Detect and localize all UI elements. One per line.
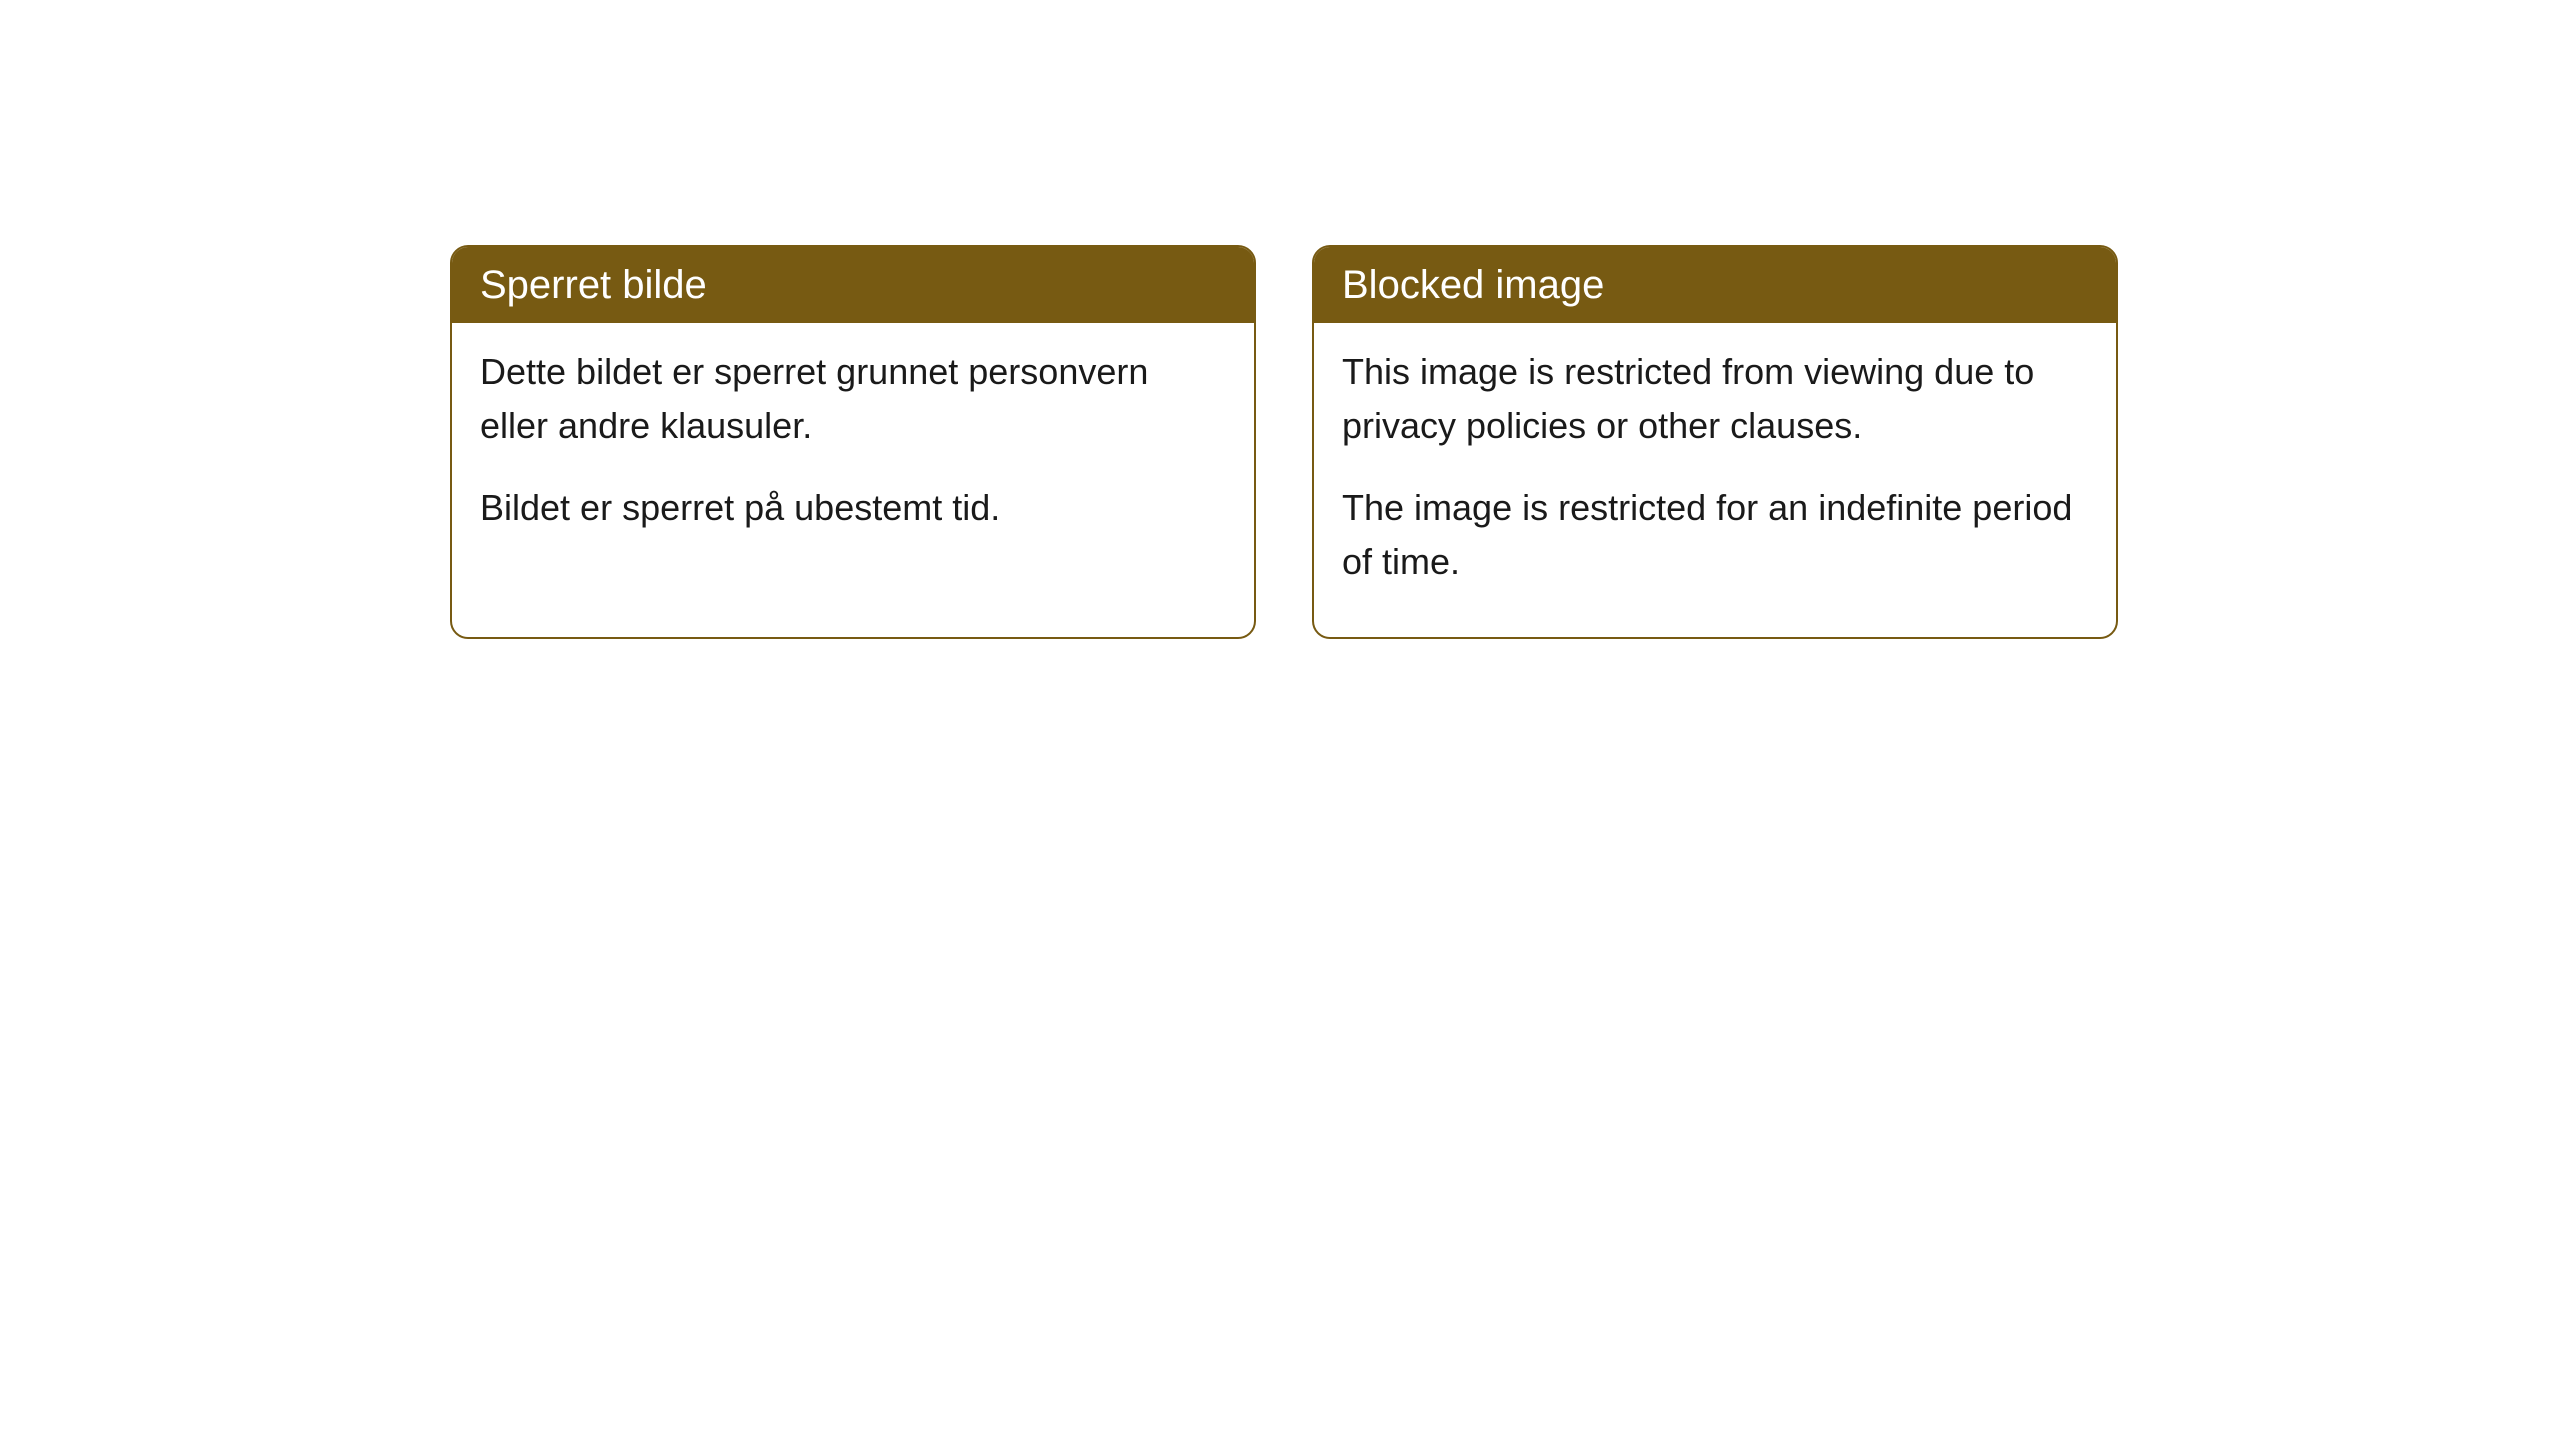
notice-card-english: Blocked image This image is restricted f… [1312,245,2118,639]
card-title-english: Blocked image [1342,263,1604,307]
notice-card-norwegian: Sperret bilde Dette bildet er sperret gr… [450,245,1256,639]
card-paragraph-1-norwegian: Dette bildet er sperret grunnet personve… [480,345,1226,453]
notice-cards-container: Sperret bilde Dette bildet er sperret gr… [450,245,2118,639]
card-header-norwegian: Sperret bilde [452,247,1254,323]
card-title-norwegian: Sperret bilde [480,263,707,307]
card-paragraph-2-norwegian: Bildet er sperret på ubestemt tid. [480,481,1226,535]
card-header-english: Blocked image [1314,247,2116,323]
card-body-english: This image is restricted from viewing du… [1314,323,2116,637]
card-paragraph-2-english: The image is restricted for an indefinit… [1342,481,2088,589]
card-body-norwegian: Dette bildet er sperret grunnet personve… [452,323,1254,583]
card-paragraph-1-english: This image is restricted from viewing du… [1342,345,2088,453]
